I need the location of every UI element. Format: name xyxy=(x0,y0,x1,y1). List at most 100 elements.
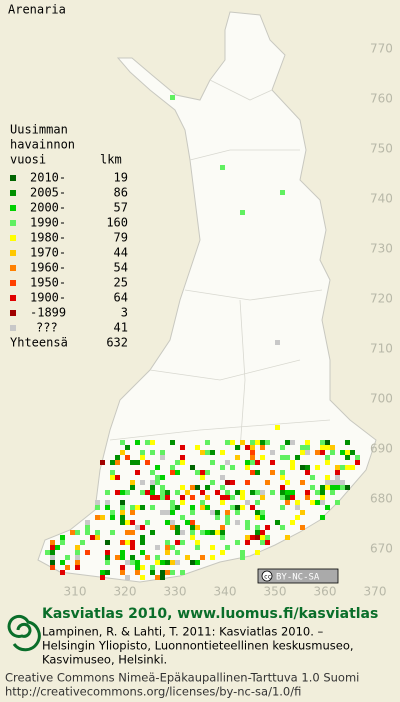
observation-square xyxy=(340,450,345,455)
observation-square xyxy=(125,560,130,565)
observation-square xyxy=(95,505,100,510)
observation-square xyxy=(315,465,320,470)
legend-swatch xyxy=(10,325,16,331)
legend-count: 79 xyxy=(114,231,128,245)
observation-square xyxy=(170,560,175,565)
observation-square xyxy=(170,465,175,470)
observation-square xyxy=(245,500,250,505)
observation-square xyxy=(195,485,200,490)
observation-square xyxy=(280,455,285,460)
observation-square xyxy=(215,510,220,515)
observation-square xyxy=(255,515,260,520)
observation-square xyxy=(180,540,185,545)
observation-square xyxy=(250,505,255,510)
observation-square xyxy=(135,505,140,510)
observation-square xyxy=(130,560,135,565)
northing-label: 750 xyxy=(370,142,393,156)
observation-square xyxy=(130,540,135,545)
observation-square xyxy=(250,470,255,475)
observation-square xyxy=(230,505,235,510)
observation-square xyxy=(170,545,175,550)
observation-square xyxy=(225,460,230,465)
observation-square xyxy=(195,560,200,565)
observation-square xyxy=(220,450,225,455)
observation-square xyxy=(60,535,65,540)
observation-square xyxy=(180,445,185,450)
observation-square xyxy=(230,465,235,470)
easting-label: 330 xyxy=(164,585,187,599)
observation-square xyxy=(295,500,300,505)
observation-square xyxy=(345,440,350,445)
observation-square xyxy=(170,520,175,525)
observation-square xyxy=(150,505,155,510)
legend-count: 54 xyxy=(114,261,128,275)
legend-count-heading: lkm xyxy=(100,153,122,167)
observation-square xyxy=(120,440,125,445)
legend-swatch xyxy=(10,220,16,226)
legend-label: 2005- xyxy=(30,186,66,200)
observation-square xyxy=(295,505,300,510)
observation-square xyxy=(335,480,340,485)
observation-square xyxy=(130,505,135,510)
legend-swatch xyxy=(10,190,16,196)
legend-label: 1990- xyxy=(30,216,66,230)
observation-square xyxy=(150,440,155,445)
observation-square xyxy=(175,550,180,555)
observation-square xyxy=(175,490,180,495)
observation-square xyxy=(140,540,145,545)
observation-square xyxy=(280,190,285,195)
observation-square xyxy=(165,545,170,550)
observation-square xyxy=(325,485,330,490)
observation-square xyxy=(210,530,215,535)
observation-square xyxy=(315,500,320,505)
observation-square xyxy=(320,490,325,495)
observation-square xyxy=(135,525,140,530)
license-line: Creative Commons Nimeä-Epäkaupallinen-Ta… xyxy=(5,671,359,685)
observation-square xyxy=(205,450,210,455)
observation-square xyxy=(160,450,165,455)
observation-square xyxy=(150,565,155,570)
observation-square xyxy=(200,500,205,505)
observation-square xyxy=(270,450,275,455)
observation-square xyxy=(330,450,335,455)
observation-square xyxy=(235,490,240,495)
observation-square xyxy=(285,440,290,445)
observation-square xyxy=(265,440,270,445)
observation-square xyxy=(155,480,160,485)
observation-square xyxy=(235,445,240,450)
northing-label: 740 xyxy=(370,192,393,206)
observation-square xyxy=(250,460,255,465)
observation-square xyxy=(125,530,130,535)
observation-square xyxy=(130,480,135,485)
observation-square xyxy=(340,480,345,485)
observation-square xyxy=(220,465,225,470)
observation-square xyxy=(180,495,185,500)
observation-square xyxy=(300,445,305,450)
observation-square xyxy=(335,465,340,470)
observation-square xyxy=(120,520,125,525)
observation-square xyxy=(280,475,285,480)
observation-square xyxy=(65,555,70,560)
legend-label: -1899 xyxy=(30,306,66,320)
observation-square xyxy=(210,545,215,550)
observation-square xyxy=(130,460,135,465)
observation-square xyxy=(95,530,100,535)
observation-square xyxy=(280,495,285,500)
observation-square xyxy=(110,475,115,480)
observation-square xyxy=(170,470,175,475)
observation-square xyxy=(175,470,180,475)
observation-square xyxy=(260,440,265,445)
citation-line: Helsingin Yliopisto, Luonnontieteellinen… xyxy=(42,639,354,653)
observation-square xyxy=(60,540,65,545)
observation-square xyxy=(325,440,330,445)
observation-square xyxy=(110,460,115,465)
observation-square xyxy=(155,495,160,500)
observation-square xyxy=(120,510,125,515)
observation-square xyxy=(175,540,180,545)
easting-label: 310 xyxy=(64,585,87,599)
observation-square xyxy=(125,520,130,525)
observation-square xyxy=(300,525,305,530)
observation-square xyxy=(190,505,195,510)
observation-square xyxy=(265,535,270,540)
